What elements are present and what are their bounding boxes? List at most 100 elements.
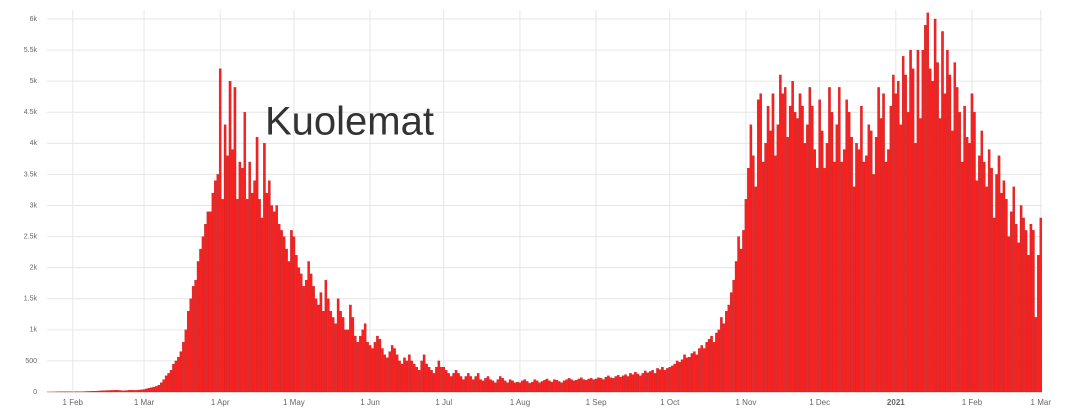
bar bbox=[921, 49, 925, 393]
bar bbox=[169, 370, 173, 393]
bar bbox=[1024, 230, 1028, 393]
x-tick-label: 1 Feb bbox=[63, 398, 84, 407]
bar bbox=[430, 370, 433, 393]
bar bbox=[270, 205, 274, 393]
bar bbox=[879, 118, 883, 393]
x-tick-label: 1 Apr bbox=[211, 398, 230, 407]
bar bbox=[648, 371, 652, 393]
bar bbox=[860, 105, 863, 393]
bar bbox=[700, 345, 703, 393]
bar bbox=[725, 311, 728, 393]
bar bbox=[707, 339, 711, 393]
bar bbox=[96, 390, 99, 393]
bar bbox=[503, 380, 507, 393]
bar bbox=[597, 377, 600, 393]
bar bbox=[845, 99, 848, 393]
y-tick-label: 0 bbox=[33, 389, 37, 396]
bar bbox=[282, 236, 286, 393]
bar bbox=[339, 311, 342, 393]
bar bbox=[604, 376, 608, 393]
bar bbox=[698, 348, 701, 393]
bar bbox=[292, 236, 296, 393]
bar bbox=[872, 174, 875, 393]
bar bbox=[390, 345, 394, 393]
bar bbox=[867, 124, 871, 393]
y-tick-label: 1.5k bbox=[24, 296, 38, 303]
bar bbox=[641, 373, 645, 393]
bars bbox=[46, 12, 1043, 393]
bar bbox=[840, 161, 844, 393]
bar bbox=[300, 273, 303, 393]
bar bbox=[91, 391, 94, 393]
bar bbox=[585, 380, 588, 393]
bar bbox=[233, 87, 237, 393]
bar bbox=[496, 379, 500, 393]
bar bbox=[621, 375, 625, 393]
y-tick-label: 3k bbox=[30, 202, 38, 209]
bar bbox=[422, 354, 426, 393]
bar bbox=[427, 366, 431, 393]
bar bbox=[236, 199, 239, 393]
bar bbox=[852, 186, 856, 393]
bar bbox=[924, 25, 927, 393]
bar bbox=[177, 357, 180, 393]
bar bbox=[830, 112, 834, 393]
bar bbox=[467, 373, 470, 393]
bar bbox=[842, 149, 846, 393]
bar bbox=[135, 390, 138, 393]
bar bbox=[614, 376, 618, 393]
bar bbox=[417, 370, 421, 393]
bar bbox=[820, 130, 824, 393]
bar bbox=[545, 378, 549, 393]
bar bbox=[955, 87, 959, 393]
bar bbox=[140, 389, 143, 393]
bar bbox=[206, 211, 210, 393]
bar bbox=[167, 373, 170, 393]
bar bbox=[523, 379, 527, 393]
x-tick-label: 1 Nov bbox=[736, 398, 757, 407]
bar bbox=[813, 149, 817, 393]
bar bbox=[857, 149, 861, 393]
bar bbox=[179, 351, 183, 393]
bar bbox=[970, 93, 974, 393]
bar bbox=[1027, 255, 1030, 393]
bar bbox=[363, 323, 367, 393]
bar bbox=[803, 143, 807, 393]
bar bbox=[194, 279, 197, 393]
bar bbox=[516, 381, 519, 393]
bar bbox=[747, 168, 750, 393]
bar bbox=[457, 373, 460, 393]
bar bbox=[191, 286, 195, 393]
bar bbox=[1032, 230, 1035, 393]
bar bbox=[187, 311, 190, 393]
bar bbox=[1034, 317, 1038, 393]
bar bbox=[612, 378, 615, 393]
bar bbox=[791, 81, 794, 393]
bar bbox=[906, 112, 910, 393]
bar bbox=[884, 161, 888, 393]
bar bbox=[150, 387, 153, 393]
bar bbox=[916, 49, 920, 393]
bar bbox=[990, 168, 993, 393]
y-tick-label: 3.5k bbox=[24, 171, 38, 178]
bar bbox=[948, 74, 952, 393]
bar bbox=[941, 31, 944, 393]
bar bbox=[722, 323, 726, 393]
bar bbox=[511, 380, 514, 393]
bar bbox=[658, 369, 662, 393]
bar bbox=[825, 143, 829, 393]
bar bbox=[592, 379, 595, 393]
bar bbox=[125, 390, 129, 393]
bar bbox=[528, 383, 532, 393]
bar bbox=[899, 124, 902, 393]
y-tick-label: 5k bbox=[30, 78, 38, 85]
bar bbox=[118, 390, 121, 393]
bar bbox=[983, 161, 986, 393]
bar bbox=[201, 236, 205, 393]
bar bbox=[386, 357, 389, 393]
y-tick-label: 1k bbox=[30, 327, 38, 334]
bar bbox=[231, 149, 234, 393]
bar bbox=[538, 382, 541, 393]
bar bbox=[128, 390, 131, 393]
bar bbox=[589, 378, 593, 393]
